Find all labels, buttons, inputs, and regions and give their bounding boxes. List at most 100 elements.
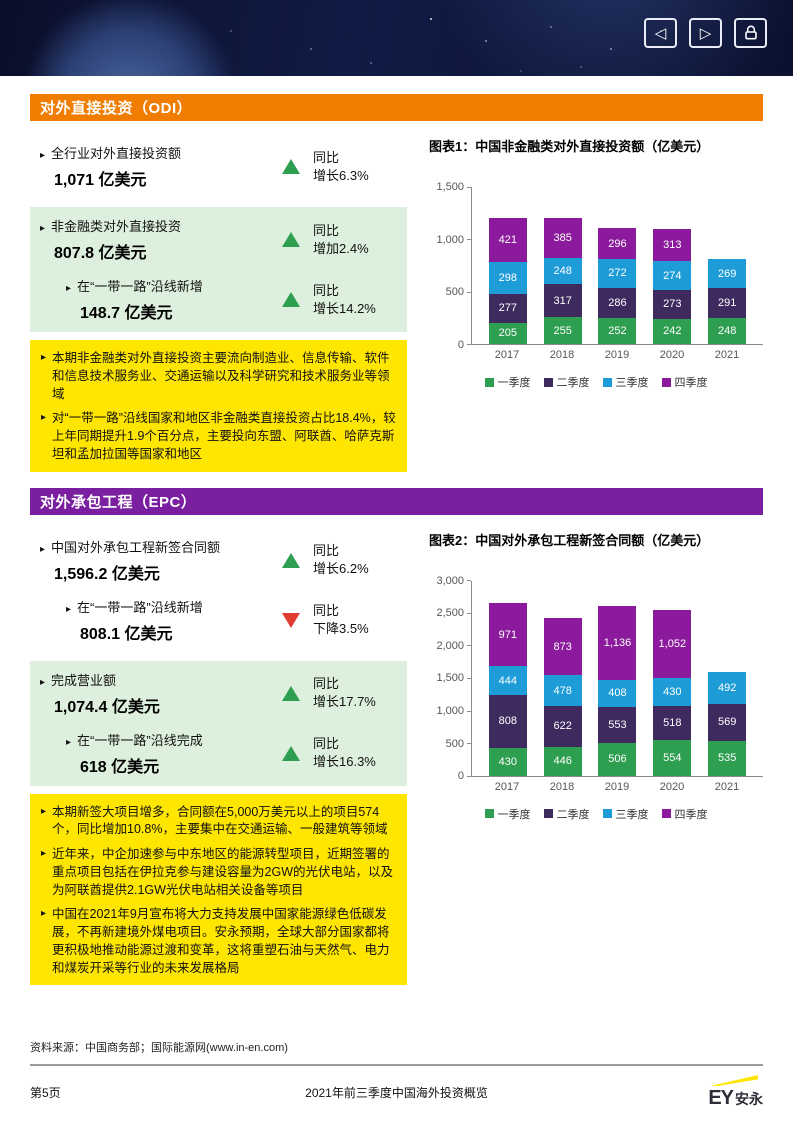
triangle-bullet-icon: ▸ [41,848,47,859]
triangle-bullet-icon: ▸ [41,805,47,817]
odi-content-row: ▸ 全行业对外直接投资额 1,071 亿美元 同比 增长6.3% [30,134,763,472]
bar-segment: 205 [488,322,527,344]
stat-text: ▸ 非金融类对外直接投资 807.8 亿美元 [40,216,276,263]
change-line2: 下降3.5% [313,621,369,636]
ey-logo-text: EY 安永 [708,1087,763,1110]
legend-label: 四季度 [674,377,708,389]
chart-body: 1,500 1,000 500 0 205 277 298 421 255 317 248 385 2… [429,181,763,361]
bar-segment: 421 [488,218,527,263]
chart-body: 3,000 2,500 2,000 1,500 1,000 500 0 430 808 444 9… [429,575,763,793]
ey-logo-en: EY [708,1087,734,1109]
ey-logo-cn: 安永 [735,1091,763,1107]
odi-notes-list: ▸ 本期非金融类对外直接投资主要流向制造业、信息传输、软件和信息技术服务业、交通… [41,350,396,464]
bar-segment: 269 [708,259,747,288]
legend-label: 三季度 [615,808,649,821]
odi-nonfinancial-stat-block: ▸ 非金融类对外直接投资 807.8 亿美元 同比 增加2.4% ▸ [30,207,407,332]
stat-label-text: 在“一带一路”沿线新增 [77,279,203,294]
change-line2: 增加2.4% [313,240,369,256]
stat-item: ▸ 在“一带一路”沿线新增 808.1 亿美元 同比 下降3.5% [40,597,397,644]
bar-segment: 554 [653,739,692,776]
odi-section-title: 对外直接投资（ODI） [40,100,193,117]
legend-item: 二季度 [543,806,590,822]
change-line1: 同比 [313,603,340,619]
bar-segment: 430 [653,677,692,706]
stat-item: ▸ 在“一带一路”沿线新增 148.7 亿美元 同比 增长14.2% [40,276,397,323]
trend-up-icon [282,292,300,307]
legend-swatch [543,377,553,387]
bar-segment: 446 [543,746,582,776]
bar-segment: 248 [543,258,582,285]
tick-mark [467,775,471,777]
chart2-plot: 430 808 444 971 446 622 478 873 506 553 408 1,136 55… [471,580,763,793]
x-axis-label: 2019 [604,780,630,793]
bar-segment: 1,136 [598,606,637,681]
prev-page-button[interactable]: ◁ [644,18,677,48]
tick-mark [467,677,471,679]
tick-mark [467,186,471,188]
legend-label: 二季度 [556,808,590,821]
change-line1: 同比 [313,282,340,298]
bar-stack: 506 553 408 1,136 [598,581,637,776]
stat-item: ▸ 在“一带一路”沿线完成 618 亿美元 同比 增长16.3% [40,730,397,777]
bar-segment: 478 [543,675,582,707]
note-text: 本期新签大项目增多，合同额在5,000万美元以上的项目574个，同比增加10.8… [52,804,388,837]
stat-change: 同比 增加2.4% [313,222,397,257]
note-text: 本期非金融类对外直接投资主要流向制造业、信息传输、软件和信息技术服务业、交通运输… [52,351,390,401]
legend-swatch [484,809,494,818]
epc-section-header: 对外承包工程（EPC） [30,487,763,515]
legend-swatch [543,809,553,818]
tick-mark [467,344,471,346]
legend-item: 一季度 [484,806,531,822]
trend-up-icon [282,685,300,701]
page-nav: ◁ ▷ [644,18,767,48]
epc-content-row: ▸ 中国对外承包工程新签合同额 1,596.2 亿美元 同比 增长6.2% [30,527,763,986]
legend-item: 三季度 [602,806,649,822]
change-line1: 同比 [313,543,340,559]
change-line1: 同比 [313,676,340,692]
stat-text: ▸ 在“一带一路”沿线完成 618 亿美元 [40,730,276,777]
x-axis-label: 2017 [494,780,520,793]
stat-change: 同比 下降3.5% [313,602,397,637]
bar-segment: 313 [653,228,692,262]
x-axis-label: 2018 [549,349,575,361]
chart2-bars: 430 808 444 971 446 622 478 873 506 553 408 1,136 55… [471,580,763,777]
chart1-title: 图表1：中国非金融类对外直接投资额（亿美元） [429,139,710,154]
bar-segment: 298 [488,262,527,294]
stat-value: 807.8 亿美元 [54,245,147,262]
tick-mark [467,710,471,712]
chart2-title: 图表2：中国对外承包工程新签合同额（亿美元） [429,532,710,548]
change-line2: 增长14.2% [313,300,376,316]
footer-logo-area: EY 安永 [580,1075,763,1110]
bar-segment: 296 [598,228,637,260]
ey-logo: EY 安永 [708,1075,763,1110]
stat-change: 同比 增长14.2% [313,282,397,317]
next-page-button[interactable]: ▷ [689,18,722,48]
triangle-bullet-icon: ▸ [41,412,47,424]
x-axis-label: 2017 [494,349,520,361]
stat-change: 同比 增长16.3% [313,735,397,770]
bar-segment: 242 [653,318,692,344]
bar-segment: 492 [708,671,747,704]
trend-down-icon [282,612,300,628]
tick-mark [467,239,471,241]
stat-value: 808.1 亿美元 [80,625,173,643]
lock-button[interactable] [734,18,767,48]
bar-segment: 808 [488,695,527,748]
change-line2: 增长6.3% [313,167,369,183]
bar-segment: 252 [598,317,637,344]
footer-row: 第5页 2021年前三季度中国海外投资概览 EY 安永 [30,1066,763,1110]
stat-change: 同比 增长17.7% [313,675,397,710]
bar-segment: 622 [543,706,582,747]
epc-revenue-stat-block: ▸ 完成营业额 1,074.4 亿美元 同比 增长17.7% ▸ [30,660,407,786]
change-line2: 增长6.2% [313,561,369,576]
bar-stack: 255 317 248 385 [543,187,582,344]
note-item: ▸ 对“一带一路”沿线国家和地区非金融类直接投资占比18.4%，较上年同期提升1… [41,410,396,463]
chart1-plot: 205 277 298 421 255 317 248 385 252 286 272 296 242 2… [471,187,763,361]
triangle-bullet-icon: ▸ [41,352,47,363]
stat-item: ▸ 完成营业额 1,074.4 亿美元 同比 增长17.7% [40,670,397,717]
change-line2: 增长17.7% [313,694,376,709]
stat-value: 148.7 亿美元 [80,305,173,322]
trend-up-icon [282,552,300,568]
legend-swatch [661,809,671,818]
x-axis-label: 2018 [549,780,575,793]
